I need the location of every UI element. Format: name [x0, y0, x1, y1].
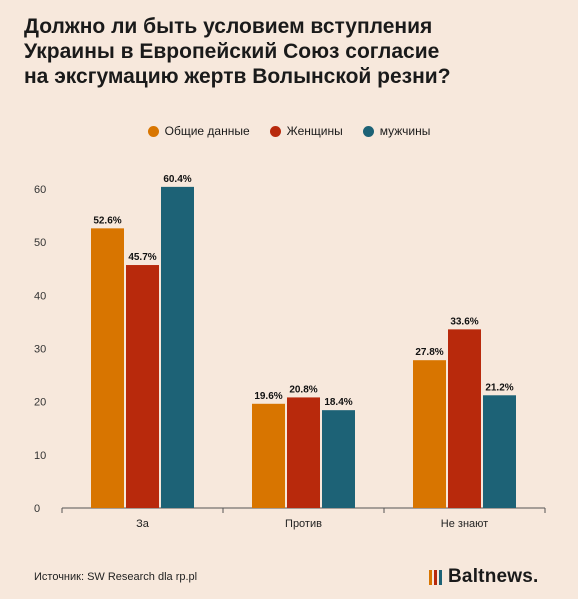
source-note: Источник: SW Research dla rp.pl [34, 571, 198, 583]
bar [413, 360, 446, 508]
legend-swatch [362, 125, 374, 137]
data-label: 45.7% [128, 252, 156, 263]
brand-bars-icon [429, 569, 442, 585]
bar [287, 397, 320, 508]
bar [322, 410, 355, 508]
x-tick-label: Не знают [441, 518, 488, 530]
brand-name: Baltnews. [448, 566, 539, 587]
legend-swatch [269, 125, 281, 137]
x-tick-label: За [136, 518, 150, 530]
y-tick-label: 30 [34, 344, 46, 356]
data-label: 60.4% [163, 174, 191, 185]
bar [448, 329, 481, 508]
y-tick-label: 60 [34, 184, 46, 196]
y-tick-label: 50 [34, 237, 46, 249]
legend: Общие данные Женщины мужчины [0, 124, 578, 138]
bar [91, 228, 124, 509]
data-label: 18.4% [324, 397, 352, 408]
legend-item: мужчины [362, 124, 431, 138]
legend-item: Женщины [269, 124, 343, 138]
brand-logo: Baltnews. [429, 566, 539, 588]
title-line: Украины в Европейский Союз согласие [24, 40, 440, 63]
x-tick-label: Против [285, 518, 322, 530]
y-tick-label: 10 [34, 450, 46, 462]
legend-item: Общие данные [147, 124, 250, 138]
legend-label: Общие данные [164, 124, 250, 138]
title-line: на эксгумацию жертв Волынской резни? [24, 65, 451, 88]
y-tick-label: 40 [34, 290, 46, 302]
legend-label: Женщины [286, 124, 343, 138]
legend-label: мужчины [379, 124, 431, 138]
data-label: 19.6% [254, 391, 282, 402]
bar-chart: 0 10 20 30 40 50 60 52.6% 45.7% 60.4% За 19.6% 20.8%… [34, 174, 546, 530]
bar [126, 265, 159, 508]
data-label: 52.6% [93, 215, 121, 226]
bar [483, 395, 516, 508]
y-tick-label: 20 [34, 397, 46, 409]
chart-title: Должно ли быть условием вступления Украи… [24, 14, 564, 89]
legend-swatch [147, 125, 159, 137]
data-label: 27.8% [415, 347, 443, 358]
bar [161, 186, 194, 508]
data-label: 21.2% [485, 382, 513, 393]
data-label: 20.8% [289, 384, 317, 395]
bar [252, 403, 285, 508]
title-line: Должно ли быть условием вступления [24, 15, 433, 38]
data-label: 33.6% [450, 316, 478, 327]
y-tick-label: 0 [34, 503, 40, 515]
